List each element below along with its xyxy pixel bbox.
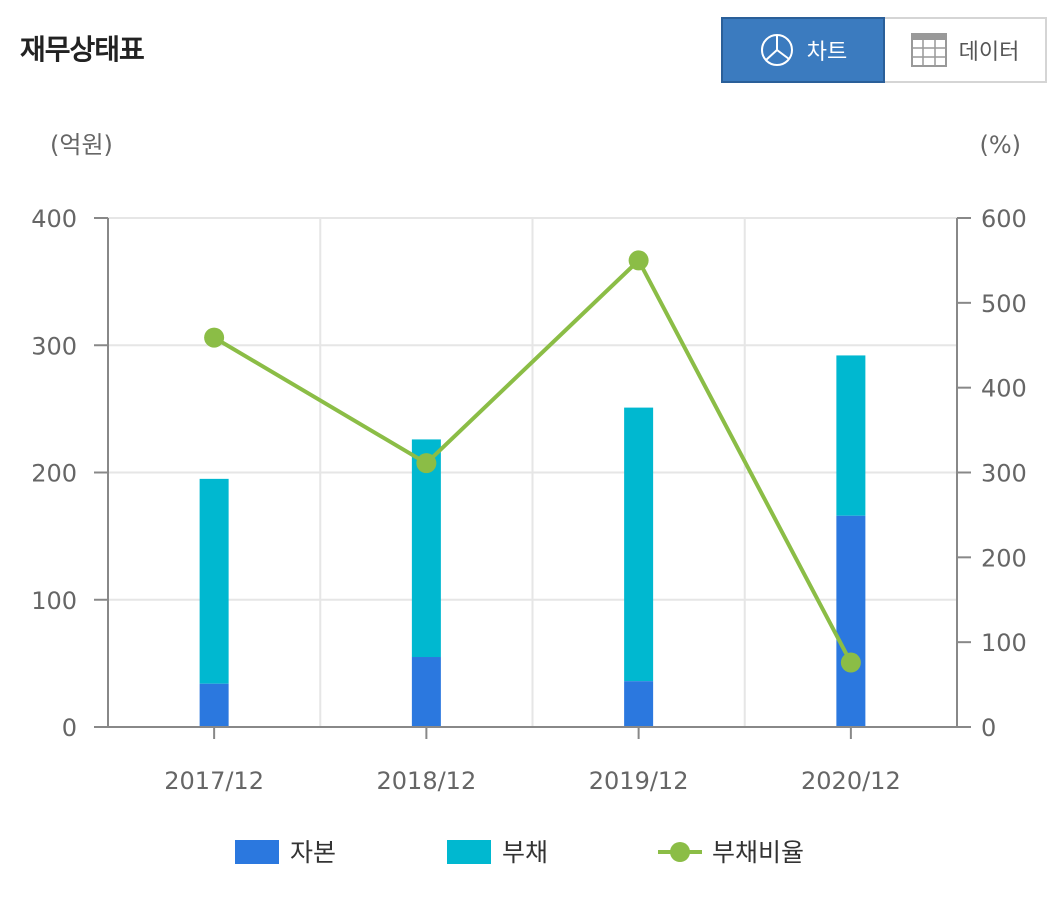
data-view-label: 데이터 — [958, 40, 1020, 65]
right-tick-label: 300 — [981, 460, 1027, 488]
ratio-point — [416, 453, 437, 474]
right-tick-label: 200 — [981, 544, 1027, 572]
chart-view-button[interactable]: 차트 — [721, 17, 885, 83]
ratio-point — [628, 250, 649, 271]
bar-debt — [411, 439, 441, 658]
right-tick-label: 100 — [981, 629, 1027, 657]
right-tick-label: 400 — [981, 375, 1027, 403]
left-tick-label: 400 — [31, 205, 77, 233]
left-axis-unit: (억원) — [50, 131, 113, 159]
legend-debt-label: 부채 — [502, 838, 548, 867]
bar-capital — [836, 515, 866, 727]
left-tick-label: 100 — [31, 587, 77, 615]
right-tick-label: 0 — [981, 714, 996, 742]
bar-capital — [411, 657, 441, 727]
left-tick-label: 0 — [62, 714, 77, 742]
page-title: 재무상태표 — [20, 33, 145, 66]
legend-capital-swatch — [235, 840, 279, 864]
bar-capital — [624, 681, 654, 727]
left-tick-label: 200 — [31, 460, 77, 488]
right-tick-label: 600 — [981, 205, 1027, 233]
legend-ratio-marker — [670, 842, 690, 862]
view-toggle: 차트 데이터 — [721, 17, 1047, 83]
ratio-point — [204, 327, 225, 348]
bar-debt — [199, 478, 229, 684]
bar-debt — [836, 355, 866, 516]
data-view-button[interactable]: 데이터 — [885, 17, 1047, 83]
table-grid-icon — [910, 33, 947, 67]
legend-debt-swatch — [447, 840, 491, 864]
x-tick-label: 2020/12 — [801, 767, 901, 795]
x-tick-label: 2019/12 — [589, 767, 689, 795]
pie-chart-icon — [759, 32, 795, 68]
x-tick-label: 2017/12 — [164, 767, 264, 795]
legend-capital-label: 자본 — [290, 838, 336, 867]
right-axis-unit: (%) — [979, 131, 1021, 159]
bar-capital — [199, 683, 229, 727]
ratio-line — [213, 258, 853, 664]
bar-debt — [624, 407, 654, 682]
left-tick-label: 300 — [31, 332, 77, 360]
right-tick-label: 500 — [981, 290, 1027, 318]
legend-ratio-label: 부채비율 — [712, 838, 804, 867]
ratio-point — [840, 652, 861, 673]
chart-view-label: 차트 — [806, 40, 848, 65]
x-tick-label: 2018/12 — [377, 767, 477, 795]
